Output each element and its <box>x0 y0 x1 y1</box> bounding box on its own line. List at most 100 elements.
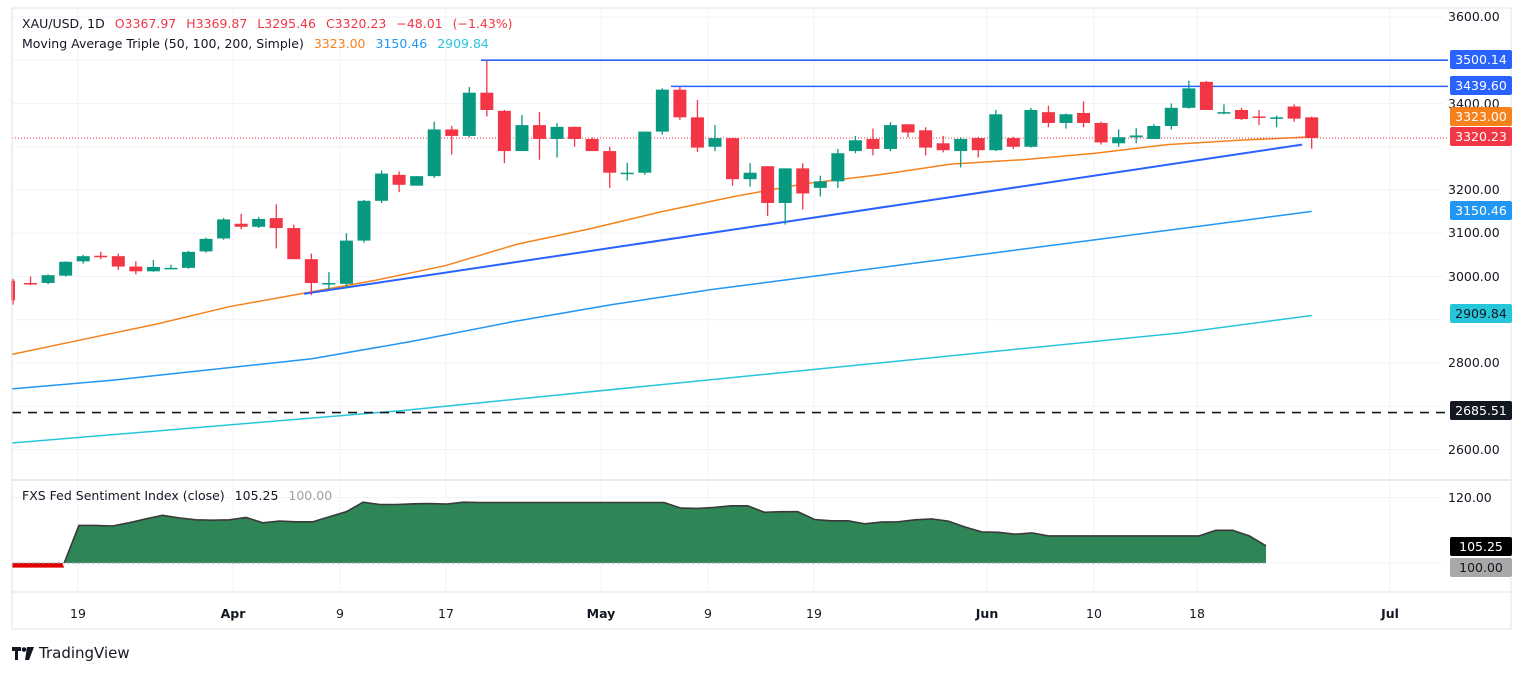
ma-label: Moving Average Triple (50, 100, 200, Sim… <box>22 36 304 51</box>
candle-body <box>234 223 248 227</box>
candle <box>427 121 441 178</box>
candle-body <box>1094 122 1108 143</box>
candle-body <box>848 140 862 152</box>
fed-label: FXS Fed Sentiment Index (close) <box>22 488 225 503</box>
candle-body <box>59 261 73 276</box>
candle-body <box>217 219 231 239</box>
candle-body <box>971 138 985 151</box>
candle-body <box>515 125 529 152</box>
price-axis-tick: 3200.00 <box>1448 182 1500 197</box>
candle-body <box>761 166 775 203</box>
candle <box>936 135 950 153</box>
candle <box>1094 121 1108 145</box>
candle-body <box>831 153 845 182</box>
candle-body <box>304 259 318 283</box>
candle <box>129 261 143 275</box>
candle <box>217 218 231 240</box>
candle <box>252 216 266 229</box>
candle <box>1270 115 1284 128</box>
candle-body <box>41 275 55 283</box>
candle <box>954 137 968 168</box>
price-axis-tick: 2800.00 <box>1448 355 1500 370</box>
candle <box>1199 81 1213 110</box>
time-axis-tick: Jun <box>975 606 999 621</box>
candle <box>322 272 336 290</box>
candle <box>41 274 55 285</box>
ma200-line <box>11 314 1312 444</box>
time-axis-tick: 18 <box>1189 606 1205 621</box>
candle <box>796 163 810 210</box>
candle <box>480 60 494 117</box>
tradingview-logo[interactable]: TradingView <box>12 644 130 662</box>
candle <box>1059 113 1073 129</box>
candle-body <box>796 168 810 194</box>
candle <box>655 88 669 135</box>
candle-body <box>743 172 757 180</box>
candle <box>1235 107 1248 120</box>
candle <box>1077 101 1091 128</box>
price-axis-tick: 2600.00 <box>1448 441 1500 457</box>
candle-body <box>726 138 740 180</box>
ma50-value: 3323.00 <box>313 36 366 51</box>
price-label-dashed-level: 2685.51 <box>1450 401 1512 420</box>
candle <box>585 137 599 152</box>
candle-body <box>111 256 125 267</box>
candle <box>708 125 722 152</box>
candle <box>848 135 862 154</box>
candle-body <box>164 267 178 270</box>
candle <box>269 204 283 249</box>
candle <box>901 124 915 138</box>
candle-body <box>708 138 722 147</box>
candle-body <box>919 130 933 148</box>
ma100-value: 3150.46 <box>375 36 428 51</box>
candle <box>919 127 933 156</box>
candle <box>304 253 318 296</box>
candle <box>287 224 301 260</box>
price-label-resistance-high: 3500.14 <box>1450 50 1512 69</box>
candle-body <box>884 125 897 149</box>
price-label-fed-value: 105.25 <box>1450 537 1512 556</box>
candle <box>11 278 15 305</box>
candle <box>375 170 389 203</box>
open-value: O3367.97 <box>114 16 177 31</box>
candle-body <box>427 129 441 177</box>
candle <box>1217 104 1231 115</box>
candle-body <box>866 138 880 149</box>
fed-axis-tick: 120.00 <box>1448 489 1492 505</box>
candle <box>164 264 178 270</box>
time-axis-tick: 19 <box>806 606 822 621</box>
candle-body <box>1129 135 1143 138</box>
candle <box>603 146 617 188</box>
price-label-resistance-mid: 3439.60 <box>1450 76 1512 95</box>
candle-body <box>76 256 90 262</box>
candle-body <box>1305 117 1319 139</box>
candle-body <box>182 251 195 268</box>
price-label-ma200: 2909.84 <box>1450 304 1512 323</box>
candle-body <box>901 124 915 133</box>
price-label-fed-baseline: 100.00 <box>1450 558 1512 577</box>
candle <box>813 175 827 197</box>
ma100-line <box>11 210 1312 390</box>
candle-body <box>1287 106 1301 119</box>
moving-average-lines <box>11 136 1312 444</box>
candle <box>1287 104 1301 122</box>
candle <box>1147 124 1161 139</box>
candle <box>339 233 353 289</box>
candle <box>673 87 687 120</box>
candle <box>533 112 546 160</box>
candle-body <box>1112 137 1126 144</box>
candle-body <box>252 218 266 227</box>
price-axis-tick: 3400.00 <box>1448 95 1500 111</box>
candle <box>971 136 985 158</box>
candle-body <box>1235 109 1248 120</box>
candlestick-series <box>11 60 1319 305</box>
candle <box>146 260 160 272</box>
candle <box>1006 136 1020 149</box>
candle-body <box>1270 117 1284 119</box>
candle-body <box>392 174 406 185</box>
candle <box>1252 109 1266 126</box>
fed-sentiment-area <box>12 501 1267 568</box>
candle <box>761 166 775 216</box>
time-axis-tick: 17 <box>438 606 454 621</box>
